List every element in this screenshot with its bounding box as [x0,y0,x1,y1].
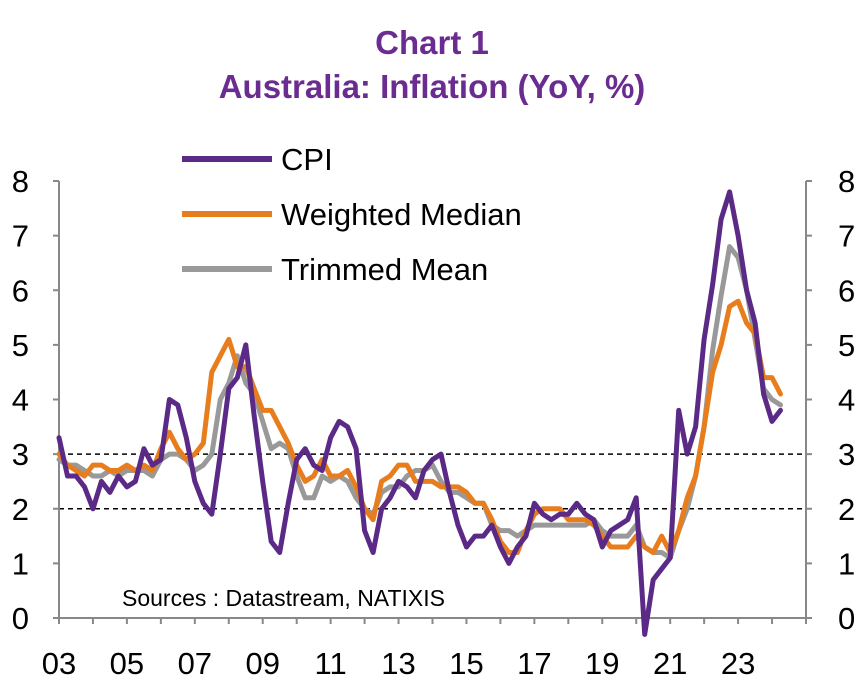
y-tick-label-right: 5 [838,328,855,363]
y-tick-label-left: 0 [12,601,29,636]
chart-subtitle: Australia: Inflation (YoY, %) [219,68,646,105]
y-tick-label-left: 4 [12,383,29,418]
y-axis-left-ticks: 0 1 2 3 4 5 6 7 8 [12,164,59,636]
y-tick-label-right: 1 [838,546,855,581]
x-tick-label: 17 [517,646,551,681]
legend: CPI Weighted Median Trimmed Mean [182,142,522,287]
legend-label-trimmed-mean: Trimmed Mean [281,252,488,287]
y-tick-label-left: 1 [12,546,29,581]
x-tick-label: 11 [315,646,347,681]
y-tick-label-right: 2 [838,492,855,527]
y-tick-label-left: 6 [12,273,29,308]
legend-label-cpi: CPI [281,142,333,177]
y-tick-label-right: 6 [838,273,855,308]
x-tick-label: 23 [721,646,755,681]
x-tick-label: 07 [178,646,212,681]
x-tick-label: 13 [381,646,415,681]
x-axis-ticks: 03 05 07 09 11 13 15 17 19 21 23 [42,618,807,681]
x-tick-label: 03 [42,646,76,681]
y-tick-label-right: 3 [838,437,855,472]
y-tick-label-left: 8 [12,164,29,199]
series-line-trimmed-mean [56,244,783,561]
y-tick-label-right: 0 [838,601,855,636]
y-tick-label-right: 7 [838,219,855,254]
chart-title: Chart 1 [375,24,489,61]
y-tick-label-right: 4 [838,383,855,418]
series-line-cpi [56,189,783,637]
x-tick-label: 19 [585,646,619,681]
legend-label-weighted-median: Weighted Median [281,197,522,232]
series-lines [56,189,783,637]
y-tick-label-right: 8 [838,164,855,199]
y-tick-label-left: 5 [12,328,29,363]
x-tick-label: 15 [449,646,483,681]
y-tick-label-left: 3 [12,437,29,472]
x-tick-label: 21 [653,646,687,681]
y-axis-right-ticks: 0 1 2 3 4 5 6 7 8 [806,164,855,636]
x-tick-label: 09 [245,646,279,681]
x-tick-label: 05 [110,646,144,681]
reference-lines [59,453,806,510]
y-tick-label-left: 2 [12,492,29,527]
source-note: Sources : Datastream, NATIXIS [122,585,445,611]
y-tick-label-left: 7 [12,219,29,254]
